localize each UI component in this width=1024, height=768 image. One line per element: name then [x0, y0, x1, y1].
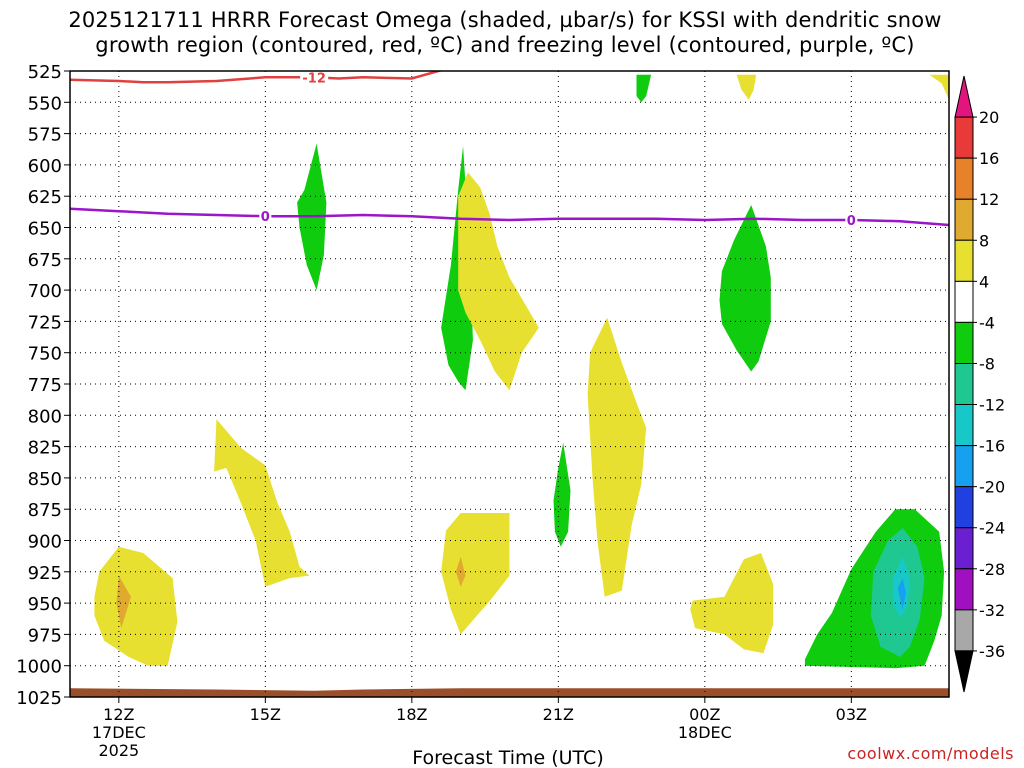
colorbar-bin [954, 239, 974, 282]
chart-title-line-1: 2025121711 HRRR Forecast Omega (shaded, … [68, 8, 942, 32]
dgz-contour [70, 71, 443, 84]
x-tick-date: 17DEC [92, 723, 146, 742]
x-tick-label: 18Z [396, 705, 427, 724]
omega-region-10 [587, 317, 647, 597]
colorbar-bin [954, 116, 974, 159]
y-tick-label: 925 [28, 563, 62, 584]
y-tick-label: 850 [28, 469, 62, 490]
colorbar-bin [954, 486, 974, 529]
omega-region-1 [94, 546, 178, 666]
x-tick-label: 12Z [103, 705, 134, 724]
colorbar-bin [954, 75, 974, 118]
y-tick-label: 1000 [16, 657, 62, 678]
omega-region-7 [441, 513, 510, 635]
x-tick-label: 15Z [250, 705, 281, 724]
omega-region-14 [736, 74, 757, 100]
omega-region-11 [636, 74, 652, 103]
x-axis-title: Forecast Time (UTC) [412, 747, 603, 768]
y-tick-label: 550 [28, 93, 62, 114]
y-tick-label: 575 [28, 125, 62, 146]
omega-region-15 [929, 74, 949, 100]
colorbar-label: -32 [979, 601, 1005, 620]
x-tick-label: 00Z [689, 705, 720, 724]
colorbar-bin [954, 198, 974, 241]
freezing-level-contour [70, 207, 949, 227]
x-tick-year: 2025 [98, 741, 139, 760]
y-tick-label: 900 [28, 532, 62, 553]
omega-region-19 [897, 578, 906, 610]
omega-region-9 [553, 442, 571, 547]
y-tick-label: 775 [28, 375, 62, 396]
colorbar-label: 8 [979, 231, 989, 250]
contours: -12 0 0 [70, 71, 949, 229]
y-tick-label: 800 [28, 406, 62, 427]
colorbar-bin [954, 568, 974, 611]
colorbar-bin [954, 321, 974, 364]
colorbar-label: -4 [979, 313, 995, 332]
freezing-level-contour-label-bg [259, 208, 272, 225]
colorbar-label: -16 [979, 437, 1005, 456]
colorbar-label: 16 [979, 149, 999, 168]
colorbar: 20 16 12 8 4 -4 -8 -12 -16 -20 -24 -28 -32 -36 [954, 75, 1005, 693]
freezing-level-contour-label: 0 [261, 210, 270, 225]
omega-region-13 [690, 553, 774, 654]
colorbar-bin [954, 527, 974, 570]
x-tick-label: 03Z [836, 705, 867, 724]
y-tick-label: 750 [28, 344, 62, 365]
colorbar-label: 12 [979, 190, 999, 209]
y-tick-label: 950 [28, 594, 62, 615]
colorbar-label: -36 [979, 642, 1005, 661]
x-tick-date: 18DEC [678, 723, 732, 742]
colorbar-label: 20 [979, 108, 999, 127]
dgz-contour-label: -12 [302, 71, 326, 86]
colorbar-label: -28 [979, 560, 1005, 579]
omega-region-12 [719, 205, 771, 372]
colorbar-bin [954, 157, 974, 200]
omega-region-2 [116, 575, 131, 629]
colorbar-label: 4 [979, 272, 989, 291]
colorbar-bin [954, 445, 974, 488]
y-tick-label: 875 [28, 500, 62, 521]
dgz-contour-label-bg [300, 71, 329, 86]
colorbar-label: -24 [979, 519, 1005, 538]
omega-region-3 [214, 419, 310, 587]
y-tick-label: 700 [28, 281, 62, 302]
colorbar-bin [954, 280, 974, 323]
colorbar-bin [954, 362, 974, 406]
y-tick-label: 650 [28, 219, 62, 240]
omega-shaded-regions [70, 74, 949, 697]
y-tick-label: 1025 [16, 688, 62, 709]
y-tick-label: 725 [28, 312, 62, 333]
y-tick-label: 600 [28, 156, 62, 177]
colorbar-label: -8 [979, 354, 995, 373]
omega-region-6 [458, 172, 539, 391]
colorbar-bin [954, 404, 974, 447]
freezing-level-contour-label: 0 [847, 214, 856, 229]
y-tick-label: 975 [28, 625, 62, 646]
y-tick-label: 625 [28, 187, 62, 208]
y-tick-label: 525 [28, 62, 62, 83]
colorbar-label: -12 [979, 396, 1005, 415]
colorbar-bin [954, 609, 974, 652]
ground-surface [70, 688, 949, 697]
y-tick-label: 675 [28, 250, 62, 271]
y-tick-label: 825 [28, 438, 62, 459]
chart-title-line-2: growth region (contoured, red, ºC) and f… [95, 33, 915, 57]
colorbar-label: -20 [979, 478, 1005, 497]
y-axis: 525 550 575 600 625 650 675 700 725 750 775 800 825 8… [16, 62, 70, 709]
freezing-level-contour-label-bg [845, 211, 858, 228]
x-tick-label: 21Z [543, 705, 574, 724]
credit-text: coolwx.com/models [847, 744, 1014, 763]
colorbar-bin [954, 650, 974, 693]
